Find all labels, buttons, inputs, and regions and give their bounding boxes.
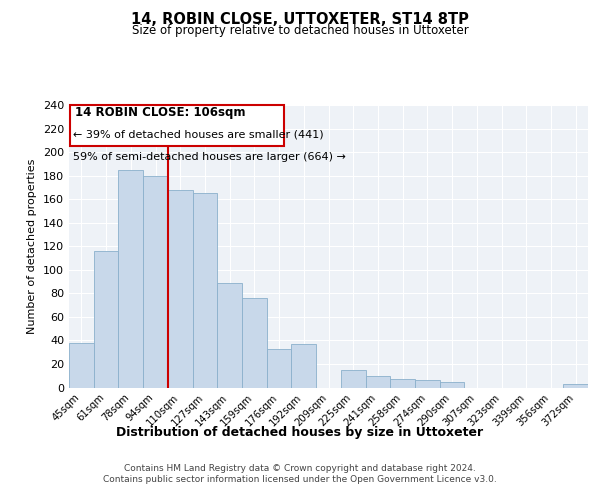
Bar	[242, 298, 267, 388]
Text: Size of property relative to detached houses in Uttoxeter: Size of property relative to detached ho…	[131, 24, 469, 37]
Bar	[440, 382, 464, 388]
FancyBboxPatch shape	[70, 105, 284, 146]
Bar	[69, 343, 94, 388]
Bar	[365, 376, 390, 388]
Bar	[390, 380, 415, 388]
Bar	[292, 344, 316, 388]
Text: Distribution of detached houses by size in Uttoxeter: Distribution of detached houses by size …	[116, 426, 484, 439]
Bar	[193, 194, 217, 388]
Y-axis label: Number of detached properties: Number of detached properties	[28, 158, 37, 334]
Bar	[118, 170, 143, 388]
Bar	[341, 370, 365, 388]
Bar	[217, 282, 242, 388]
Bar	[563, 384, 588, 388]
Bar	[415, 380, 440, 388]
Text: Contains HM Land Registry data © Crown copyright and database right 2024.: Contains HM Land Registry data © Crown c…	[124, 464, 476, 473]
Text: 59% of semi-detached houses are larger (664) →: 59% of semi-detached houses are larger (…	[73, 152, 346, 162]
Text: 14, ROBIN CLOSE, UTTOXETER, ST14 8TP: 14, ROBIN CLOSE, UTTOXETER, ST14 8TP	[131, 12, 469, 28]
Bar	[168, 190, 193, 388]
Text: 14 ROBIN CLOSE: 106sqm: 14 ROBIN CLOSE: 106sqm	[76, 106, 246, 120]
Text: ← 39% of detached houses are smaller (441): ← 39% of detached houses are smaller (44…	[73, 129, 323, 139]
Text: Contains public sector information licensed under the Open Government Licence v3: Contains public sector information licen…	[103, 475, 497, 484]
Bar	[94, 251, 118, 388]
Bar	[143, 176, 168, 388]
Bar	[267, 348, 292, 388]
